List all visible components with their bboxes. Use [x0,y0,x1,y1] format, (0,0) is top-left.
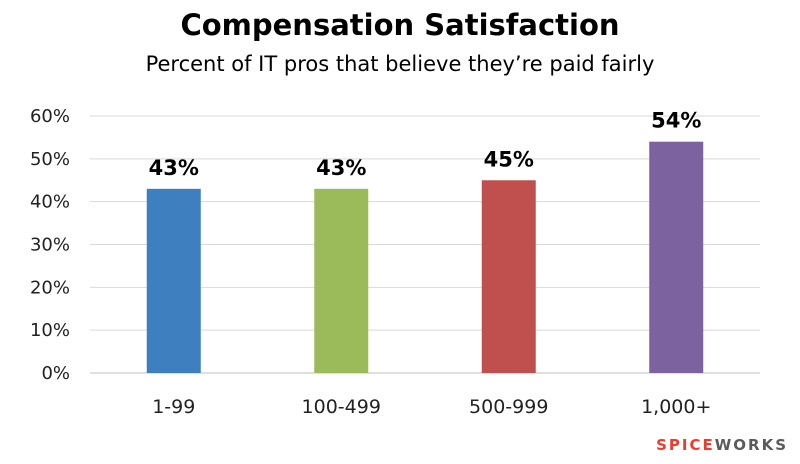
logo-spice: SPICE [656,436,715,454]
data-label: 45% [484,147,534,171]
logo-works: WORKS [714,436,788,454]
data-label: 43% [149,156,199,180]
bar-100-499 [314,188,369,373]
bar-1,000+ [649,141,704,373]
x-category-label: 500-999 [469,396,548,418]
x-axis-categories: 1-99 100-499 500-999 1,000+ [152,396,711,418]
x-category-label: 1-99 [152,396,195,418]
x-category-label: 1,000+ [641,396,711,418]
y-tick-label: 0% [41,363,70,384]
x-category-label: 100-499 [302,396,381,418]
data-label: 43% [316,156,366,180]
chart-subtitle: Percent of IT pros that believe they’re … [145,52,655,76]
y-tick-label: 50% [30,149,70,170]
bar-500-999 [481,180,536,373]
chart-title: Compensation Satisfaction [180,8,620,42]
y-tick-label: 10% [30,320,70,341]
bar-1-99 [146,188,201,373]
y-tick-label: 20% [30,277,70,298]
bars [146,141,704,373]
y-tick-label: 60% [30,106,70,127]
data-labels: 43% 43% 45% 54% [149,109,702,180]
y-axis-ticks: 0% 10% 20% 30% 40% 50% 60% [30,106,70,384]
data-label: 54% [651,109,701,133]
gridlines [90,115,760,374]
y-tick-label: 40% [30,192,70,213]
spiceworks-logo: SPICEWORKS [656,436,788,454]
y-tick-label: 30% [30,235,70,256]
